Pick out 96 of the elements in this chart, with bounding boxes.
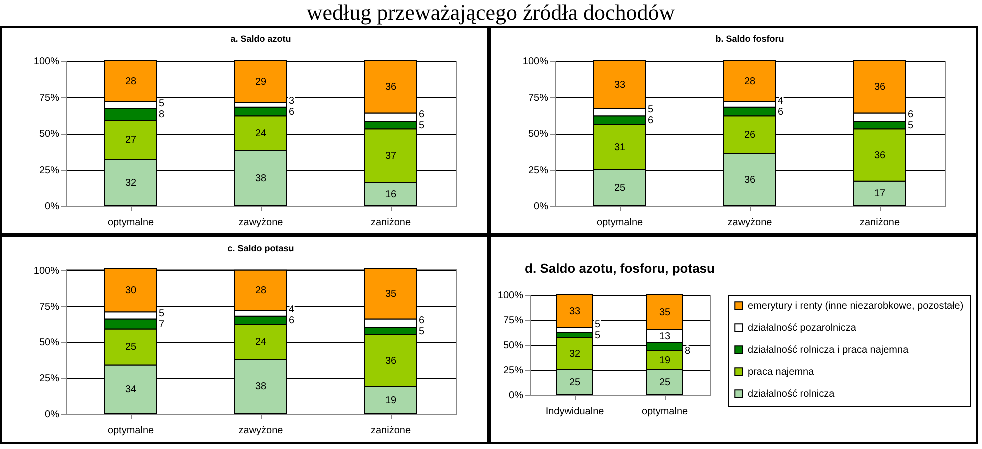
data-label: 31 (614, 142, 626, 153)
data-label: 24 (255, 128, 267, 139)
y-tick-label: 50% (502, 340, 524, 352)
y-tick-label: 100% (497, 290, 524, 302)
data-label: 6 (908, 109, 914, 120)
y-tick-label: 50% (39, 128, 60, 140)
data-label: 27 (125, 134, 137, 146)
data-label: 16 (385, 188, 397, 200)
data-label: 36 (385, 356, 397, 367)
data-label: 3 (289, 95, 295, 106)
chart-title: d. Saldo azotu, fosforu, potasu (524, 261, 715, 276)
data-label: 33 (614, 79, 626, 90)
x-tick-label: zaniżone (370, 426, 412, 436)
data-label: 34 (125, 384, 137, 396)
x-tick-label: optymalne (641, 406, 688, 418)
data-label: 35 (658, 308, 670, 318)
data-label: 6 (419, 109, 425, 120)
data-label: 19 (658, 356, 670, 366)
data-label: 37 (385, 150, 397, 162)
legend-label: działalność pozarolnicza (748, 323, 856, 334)
legend-label: emerytury i renty (inne niezarobkowe, pozostałe) (748, 301, 964, 312)
data-label: 28 (125, 76, 137, 87)
y-tick-label: 0% (508, 390, 524, 402)
x-tick-label: zaniżone (860, 217, 900, 228)
data-label: 6 (289, 316, 295, 327)
data-label: 5 (908, 120, 914, 132)
data-label: 5 (648, 104, 654, 115)
data-label: 36 (744, 174, 756, 186)
data-label: 28 (744, 76, 756, 87)
data-label: 36 (385, 82, 397, 93)
y-tick-label: 100% (34, 266, 60, 277)
data-label: 36 (874, 82, 886, 93)
y-tick-label: 75% (502, 316, 524, 326)
legend-label: praca najemna (748, 367, 814, 378)
chart-title: a. Saldo azotu (230, 34, 292, 44)
data-label: 38 (255, 172, 267, 184)
data-label: 24 (255, 337, 267, 348)
data-label: 25 (614, 182, 626, 194)
y-tick-label: 0% (45, 410, 60, 420)
y-tick-label: 25% (502, 366, 524, 376)
y-tick-label: 50% (528, 128, 549, 140)
y-tick-label: 25% (39, 164, 60, 176)
data-label: 6 (419, 315, 425, 326)
data-label: 8 (159, 109, 165, 120)
chart-title: b. Saldo fosforu (716, 34, 784, 44)
y-tick-label: 75% (528, 92, 549, 104)
y-tick-label: 75% (39, 302, 60, 313)
y-tick-label: 25% (528, 164, 549, 176)
data-label: 6 (648, 114, 654, 126)
data-label: 13 (658, 332, 670, 342)
data-label: 5 (594, 330, 600, 342)
x-tick-label: optymalne (108, 426, 155, 436)
data-label: 7 (159, 319, 165, 330)
data-label: 26 (744, 129, 756, 140)
text: według przeważającego źródła dochodów (306, 0, 676, 26)
data-label: 25 (125, 342, 137, 354)
x-tick-label: zawyżone (238, 217, 284, 228)
x-tick-label: zawyżone (238, 426, 284, 436)
y-tick-label: 0% (534, 201, 549, 212)
data-label: 35 (385, 289, 397, 300)
y-tick-label: 0% (45, 201, 60, 212)
y-tick-label: 75% (39, 92, 60, 104)
data-label: 19 (385, 395, 397, 406)
data-label: 28 (255, 286, 267, 297)
y-tick-label: 50% (39, 338, 60, 349)
data-label: 8 (684, 346, 690, 357)
x-tick-label: optymalne (596, 217, 644, 228)
legend-label: działalność rolnicza (748, 389, 835, 400)
data-label: 33 (568, 306, 580, 318)
data-label: 4 (778, 95, 784, 106)
data-label: 5 (594, 320, 600, 330)
data-label: 25 (568, 378, 580, 388)
data-label: 30 (125, 286, 137, 297)
x-tick-label: optymalne (108, 217, 155, 228)
data-label: 4 (289, 304, 295, 316)
data-label: 36 (874, 150, 886, 161)
data-label: 25 (658, 378, 670, 388)
x-tick-label: zawyżone (728, 217, 773, 228)
data-label: 38 (255, 382, 267, 393)
y-tick-label: 100% (522, 56, 549, 67)
chart-title: c. Saldo potasu (228, 243, 294, 254)
data-label: 6 (778, 106, 784, 118)
data-label: 5 (159, 98, 165, 110)
y-tick-label: 100% (34, 56, 60, 67)
x-tick-label: zaniżone (370, 217, 412, 228)
data-label: 29 (255, 76, 267, 88)
data-label: 17 (874, 188, 886, 200)
data-label: 5 (419, 326, 425, 338)
data-label: 5 (419, 120, 425, 132)
legend-label: działalność rolnicza i praca najemna (748, 345, 909, 356)
data-label: 6 (289, 106, 295, 118)
data-label: 5 (159, 308, 165, 320)
x-tick-label: Indywidualne (545, 406, 604, 418)
data-label: 32 (568, 349, 580, 360)
y-tick-label: 25% (39, 374, 60, 385)
data-label: 32 (125, 177, 137, 188)
